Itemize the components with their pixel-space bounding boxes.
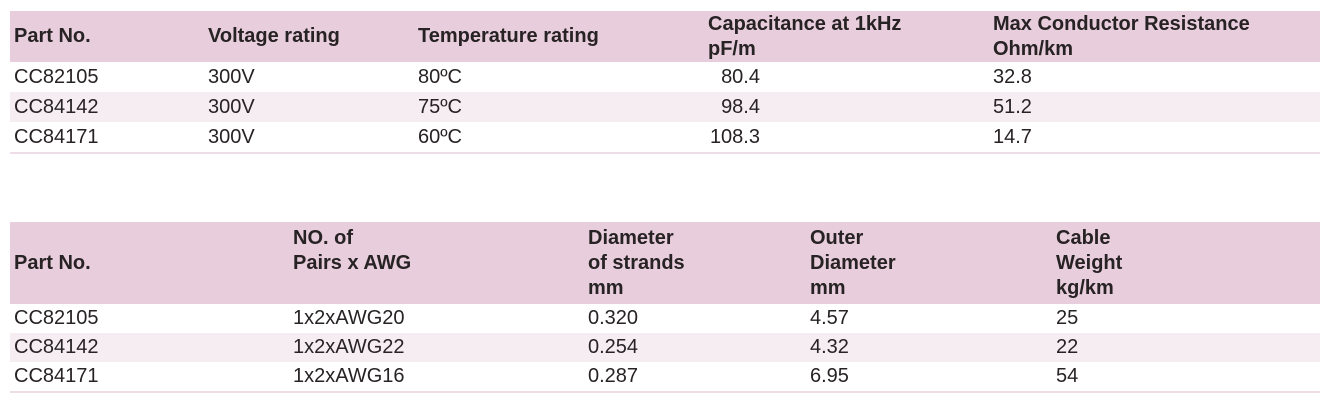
table-row: CC84142 1x2xAWG22 0.254 4.32 22 xyxy=(10,333,1320,362)
cell: 14.7 xyxy=(978,122,1320,153)
cell: 75ºC xyxy=(418,92,708,122)
table-row: CC84142 300V 75ºC 98.4 51.2 xyxy=(10,92,1320,122)
column-header: Temperature rating xyxy=(418,11,708,62)
cell: 0.254 xyxy=(588,333,810,362)
header-row: Part No. Voltage rating Temperature rating… xyxy=(10,11,1320,62)
cell: 300V xyxy=(208,92,418,122)
cell: 1x2xAWG20 xyxy=(293,304,588,333)
column-header: Part No. xyxy=(10,11,208,62)
cell: 22 xyxy=(1056,333,1320,362)
cell: 60ºC xyxy=(418,122,708,153)
cell: 51.2 xyxy=(978,92,1320,122)
cell: CC84142 xyxy=(10,92,208,122)
cell: 1x2xAWG22 xyxy=(293,333,588,362)
column-header: NO. of Pairs x AWG xyxy=(293,222,588,304)
column-header: Cable Weight kg/km xyxy=(1056,222,1320,304)
column-header: Voltage rating xyxy=(208,11,418,62)
cell: 300V xyxy=(208,122,418,153)
cell: 4.57 xyxy=(810,304,1056,333)
cell: 108.3 xyxy=(708,122,978,153)
cell: 80.4 xyxy=(708,62,978,92)
cell: 80ºC xyxy=(418,62,708,92)
column-header: Part No. xyxy=(10,222,293,304)
column-header: Max Conductor Resistance Ohm/km xyxy=(978,11,1320,62)
header-row: Part No. NO. of Pairs x AWG Diameter of st… xyxy=(10,222,1320,304)
cell: CC84142 xyxy=(10,333,293,362)
column-header: Capacitance at 1kHz pF/m xyxy=(708,11,978,62)
cell: 6.95 xyxy=(810,362,1056,392)
table-row: CC84171 1x2xAWG16 0.287 6.95 54 xyxy=(10,362,1320,392)
cell: 300V xyxy=(208,62,418,92)
mechanical-spec-table: Part No. NO. of Pairs x AWG Diameter of st… xyxy=(10,222,1320,393)
cell: 1x2xAWG16 xyxy=(293,362,588,392)
column-header: Diameter of strands mm xyxy=(588,222,810,304)
cell: CC84171 xyxy=(10,122,208,153)
cell: CC84171 xyxy=(10,362,293,392)
cell: 25 xyxy=(1056,304,1320,333)
cell: 98.4 xyxy=(708,92,978,122)
cell: 0.320 xyxy=(588,304,810,333)
cell: CC82105 xyxy=(10,62,208,92)
table-row: CC82105 1x2xAWG20 0.320 4.57 25 xyxy=(10,304,1320,333)
column-header: Outer Diameter mm xyxy=(810,222,1056,304)
cell: 54 xyxy=(1056,362,1320,392)
cell: 0.287 xyxy=(588,362,810,392)
table-row: CC84171 300V 60ºC 108.3 14.7 xyxy=(10,122,1320,153)
table-row: CC82105 300V 80ºC 80.4 32.8 xyxy=(10,62,1320,92)
cell: CC82105 xyxy=(10,304,293,333)
cell: 4.32 xyxy=(810,333,1056,362)
cell: 32.8 xyxy=(978,62,1320,92)
electrical-spec-table: Part No. Voltage rating Temperature rating… xyxy=(10,11,1320,154)
